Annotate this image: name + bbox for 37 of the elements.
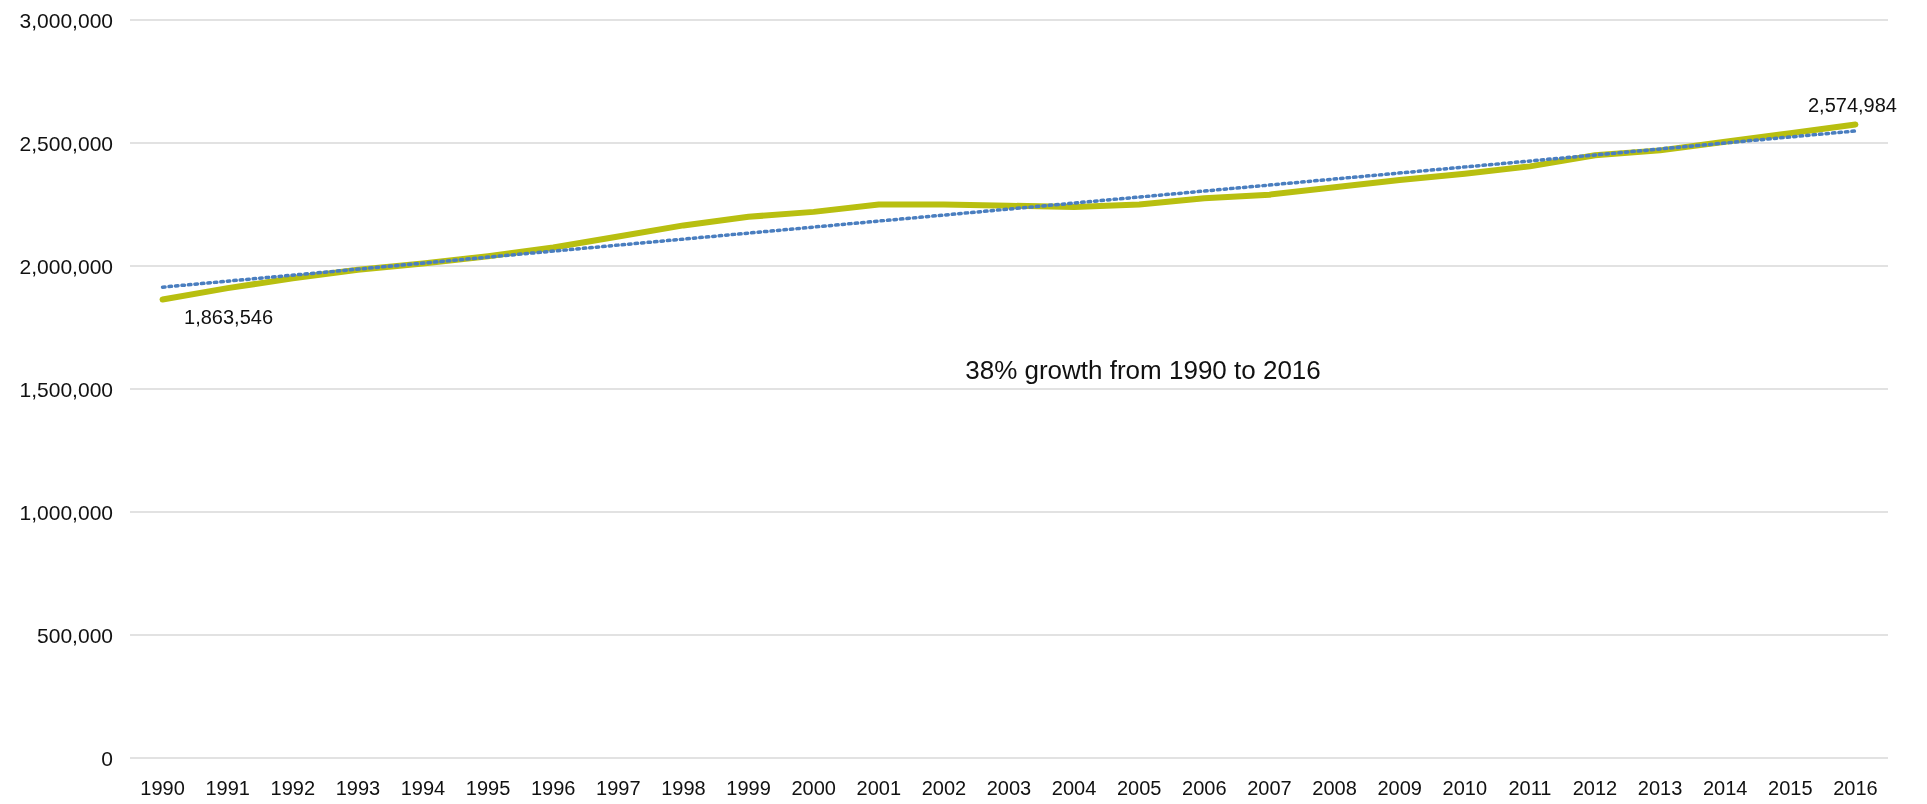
y-tick-label: 2,000,000 xyxy=(19,254,113,278)
x-tick-label: 1996 xyxy=(530,777,576,799)
x-tick-label: 1990 xyxy=(140,777,185,799)
y-tick-label: 2,500,000 xyxy=(19,131,113,155)
x-tick-label: 2001 xyxy=(856,777,902,799)
x-tick-label: 2003 xyxy=(986,777,1032,799)
x-tick-label: 2011 xyxy=(1508,777,1552,799)
data-label: 1,863,546 xyxy=(184,305,274,328)
y-tick-label: 500,000 xyxy=(37,623,113,647)
x-tick-label: 1994 xyxy=(400,777,446,799)
x-tick-label: 1995 xyxy=(465,777,511,799)
x-tick-label: 2010 xyxy=(1442,777,1488,799)
annotation: 38% growth from 1990 to 2016 xyxy=(965,355,1321,385)
y-tick-label: 3,000,000 xyxy=(19,8,113,32)
y-tick-label: 1,500,000 xyxy=(19,377,113,401)
x-tick-label: 2016 xyxy=(1833,777,1878,799)
x-tick-label: 2000 xyxy=(791,777,836,799)
x-tick-label: 2004 xyxy=(1051,777,1097,799)
x-tick-label: 1997 xyxy=(596,777,641,799)
data-label: 2,574,984 xyxy=(1807,93,1897,116)
x-tick-label: 1993 xyxy=(335,777,381,799)
x-tick-label: 1999 xyxy=(726,777,771,799)
x-tick-label: 1991 xyxy=(205,777,250,799)
y-tick-label: 1,000,000 xyxy=(19,500,113,524)
x-tick-label: 2002 xyxy=(921,777,967,799)
x-tick-label: 2012 xyxy=(1572,777,1618,799)
x-tick-label: 2005 xyxy=(1116,777,1162,799)
x-tick-label: 1992 xyxy=(270,777,316,799)
x-tick-label: 2015 xyxy=(1768,777,1813,799)
x-tick-label: 2008 xyxy=(1312,777,1357,799)
x-tick-label: 2013 xyxy=(1637,777,1683,799)
x-tick-label: 2007 xyxy=(1247,777,1292,799)
x-tick-label: 2014 xyxy=(1702,777,1748,799)
x-tick-label: 2009 xyxy=(1377,777,1422,799)
y-tick-label: 0 xyxy=(101,746,113,770)
x-tick-label: 2006 xyxy=(1182,777,1227,799)
x-tick-label: 1998 xyxy=(661,777,706,799)
